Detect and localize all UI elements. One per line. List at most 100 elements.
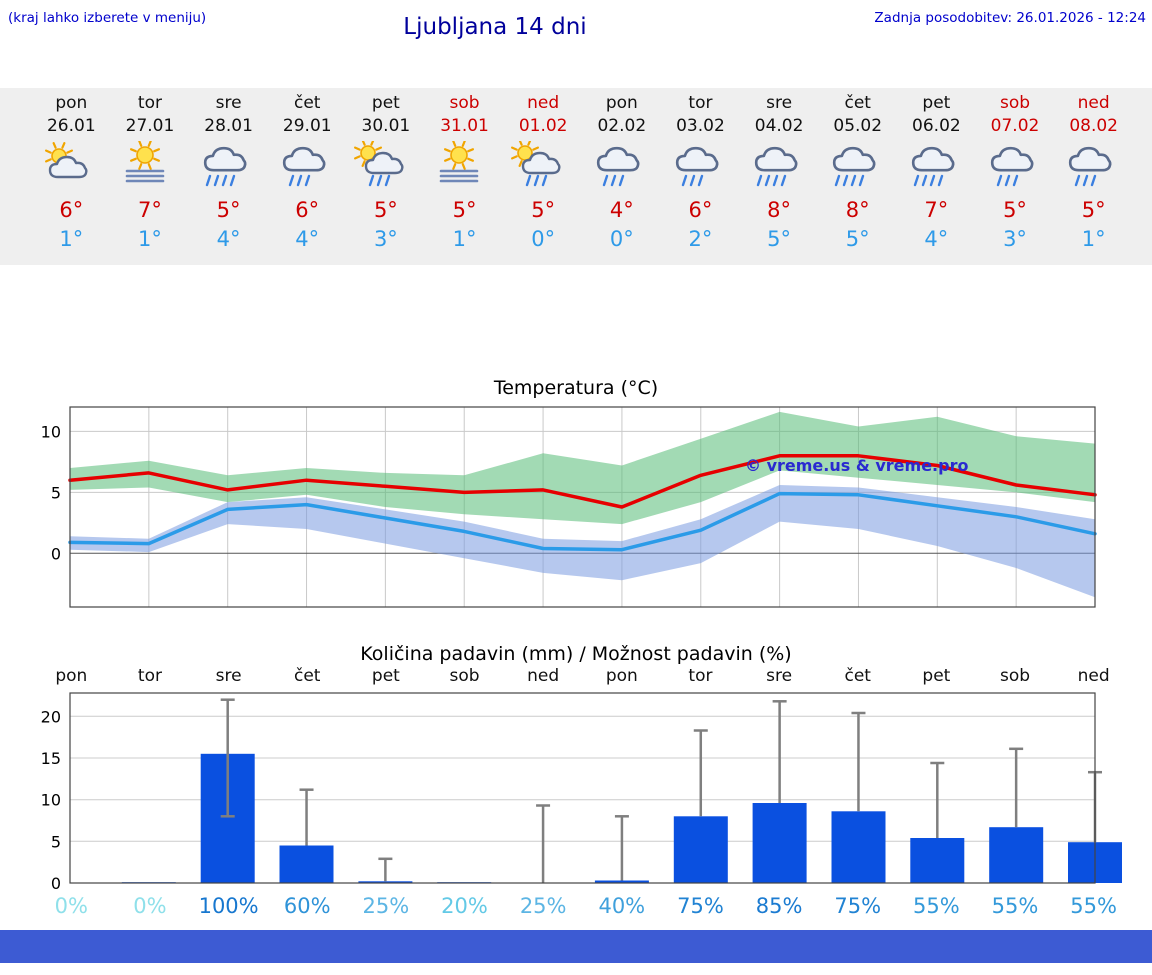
high-temp: 7° <box>138 198 162 222</box>
forecast-day-27.01[interactable]: tor 27.01 7° 1° <box>111 92 190 259</box>
rain-icon <box>1054 141 1133 195</box>
day-name: tor <box>688 93 713 113</box>
day-name: čet <box>294 93 321 113</box>
forecast-day-08.02[interactable]: ned 08.02 5° 1° <box>1054 92 1133 259</box>
rain-icon <box>661 141 740 195</box>
precip-probability: 75% <box>677 894 724 918</box>
day-date: 08.02 <box>1069 116 1118 136</box>
forecast-day-04.02[interactable]: sre 04.02 8° 5° <box>740 92 819 259</box>
low-temp: 1° <box>1081 227 1106 251</box>
high-temp: 5° <box>452 198 477 222</box>
low-temp: 0° <box>531 227 556 251</box>
heavy-rain-icon <box>818 141 897 195</box>
day-date: 04.02 <box>754 116 804 136</box>
svg-text:15: 15 <box>41 749 61 768</box>
day-date: 06.02 <box>912 116 961 136</box>
low-temp: 4° <box>924 227 949 251</box>
svg-text:© vreme.us & vreme.pro: © vreme.us & vreme.pro <box>745 456 968 475</box>
day-name: sre <box>766 93 793 113</box>
sun-rain-icon <box>504 141 583 195</box>
forecast-day-05.02[interactable]: čet 05.02 8° 5° <box>818 92 897 259</box>
forecast-day-30.01[interactable]: pet 30.01 5° 3° <box>347 92 426 259</box>
day-name: ned <box>527 93 560 113</box>
low-temp: 3° <box>1003 227 1027 251</box>
forecast-day-06.02[interactable]: pet 06.02 7° 4° <box>897 92 976 259</box>
svg-text:20: 20 <box>41 707 61 726</box>
day-date: 07.02 <box>990 116 1040 136</box>
high-temp: 5° <box>1003 198 1027 222</box>
forecast-day-31.01[interactable]: sob 31.01 5° 1° <box>425 92 504 259</box>
precip-probability: 0% <box>54 894 88 918</box>
precip-probability: 25% <box>362 894 410 918</box>
svg-text:0: 0 <box>51 544 61 563</box>
day-date: 26.01 <box>46 116 96 136</box>
precip-probability: 55% <box>991 894 1039 918</box>
precip-day-label: sre <box>766 666 793 686</box>
precip-probability: 20% <box>441 894 488 918</box>
day-date: 02.02 <box>597 116 647 136</box>
day-name: sob <box>999 93 1031 113</box>
sun-fog-icon <box>111 141 190 195</box>
heavy-rain-icon <box>189 141 268 195</box>
svg-text:10: 10 <box>41 422 61 441</box>
day-name: sob <box>449 93 480 113</box>
day-date: 05.02 <box>833 116 883 136</box>
high-temp: 5° <box>373 198 398 222</box>
temperature-chart: 0 5 10 © vreme.us & vreme.pro <box>41 406 1097 608</box>
low-temp: 1° <box>138 227 162 251</box>
day-date: 27.01 <box>125 116 175 136</box>
precip-day-label: pet <box>371 666 400 686</box>
low-temp: 1° <box>452 227 477 251</box>
high-temp: 5° <box>1081 198 1106 222</box>
day-name: sre <box>215 93 242 113</box>
menu-hint-link[interactable]: (kraj lahko izberete v meniju) <box>8 10 207 26</box>
precip-day-label: pon <box>55 666 88 686</box>
last-update-text: Zadnja posodobitev: 26.01.2026 - 12:24 <box>874 10 1146 26</box>
day-name: pet <box>371 93 400 113</box>
high-temp: 6° <box>688 198 713 222</box>
forecast-day-28.01[interactable]: sre 28.01 5° 4° <box>189 92 268 259</box>
high-temp: 7° <box>924 198 949 222</box>
forecast-day-02.02[interactable]: pon 02.02 4° 0° <box>582 92 661 259</box>
page-title: Ljubljana 14 dni <box>403 14 587 40</box>
precip-day-label: tor <box>688 666 713 686</box>
svg-text:5: 5 <box>51 483 61 502</box>
heavy-rain-icon <box>897 141 976 195</box>
low-temp: 0° <box>609 227 634 251</box>
forecast-day-26.01[interactable]: pon 26.01 6° 1° <box>32 92 111 259</box>
forecast-day-03.02[interactable]: tor 03.02 6° 2° <box>661 92 740 259</box>
footer-bar[interactable] <box>0 930 1152 963</box>
forecast-day-07.02[interactable]: sob 07.02 5° 3° <box>976 92 1055 259</box>
day-date: 29.01 <box>282 116 332 136</box>
high-temp: 8° <box>845 198 870 222</box>
precipitation-chart: 0 5 10 15 20 <box>41 692 1122 892</box>
precip-probability: 55% <box>913 894 960 918</box>
precip-day-label: tor <box>137 666 162 686</box>
sun-fog-icon <box>425 141 504 195</box>
precip-day-label: sob <box>449 666 480 686</box>
precip-day-label: sre <box>215 666 242 686</box>
top-bar: (kraj lahko izberete v meniju) Ljubljana… <box>0 0 1152 88</box>
high-temp: 6° <box>295 198 320 222</box>
forecast-day-01.02[interactable]: ned 01.02 5° 0° <box>504 92 583 259</box>
precip-probability: 40% <box>598 894 646 918</box>
low-temp: 5° <box>767 227 792 251</box>
day-name: ned <box>1077 93 1110 113</box>
forecast-day-29.01[interactable]: čet 29.01 6° 4° <box>268 92 347 259</box>
rain-icon <box>268 141 347 195</box>
rain-icon <box>582 141 661 195</box>
precip-probability-row: 0% 0% 100% 60% 25% 20% 25% 40% 75% 85% 75% 55% 55% 55… <box>0 894 1152 918</box>
day-date: 28.01 <box>204 116 253 136</box>
high-temp: 5° <box>216 198 241 222</box>
day-name: čet <box>844 93 871 113</box>
low-temp: 1° <box>59 227 84 251</box>
low-temp: 5° <box>845 227 870 251</box>
forecast-strip: pon 26.01 6° 1° tor 27.01 7° 1° sre 28.01 5° 4° čet 2… <box>0 88 1152 265</box>
day-name: pon <box>55 93 88 113</box>
temperature-chart-title: Temperatura (°C) <box>493 377 659 399</box>
low-temp: 4° <box>295 227 320 251</box>
rain-icon <box>976 141 1055 195</box>
high-temp: 8° <box>767 198 792 222</box>
day-name: pet <box>922 93 951 113</box>
low-temp: 3° <box>373 227 398 251</box>
